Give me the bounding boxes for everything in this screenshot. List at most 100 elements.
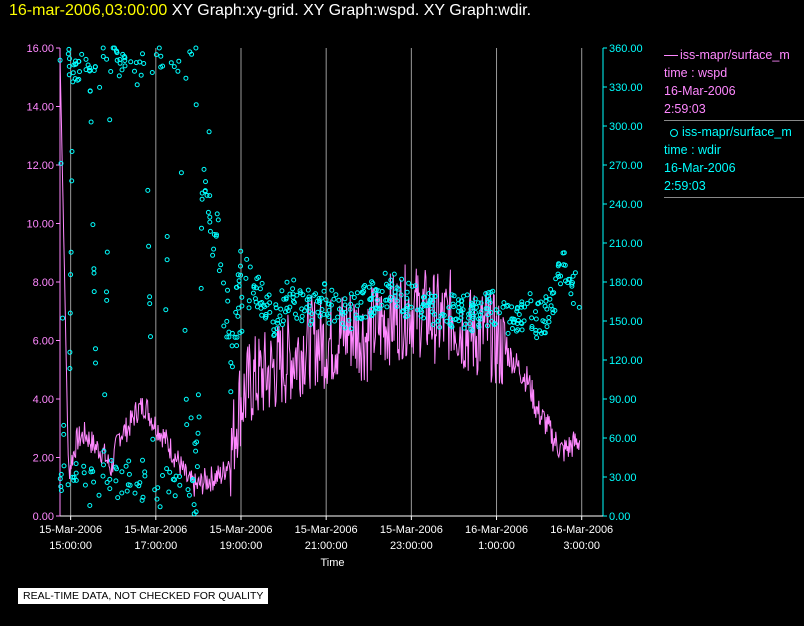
wdir-point (437, 324, 443, 330)
wdir-point (116, 73, 122, 79)
wdir-point (316, 298, 322, 304)
wdir-point (246, 305, 252, 311)
wdir-point (270, 319, 276, 325)
wdir-point (128, 59, 134, 65)
legend-wdir-date: 16-Mar-2006 (664, 161, 736, 175)
wdir-point (61, 431, 67, 437)
wdir-point (207, 214, 213, 220)
wdir-point (134, 82, 140, 88)
wdir-point (483, 306, 489, 312)
wdir-point (259, 312, 265, 318)
wdir-point (533, 330, 539, 336)
wdir-point (93, 360, 98, 366)
wdir-point (478, 309, 484, 315)
wdir-point (267, 309, 273, 315)
wdir-point (183, 396, 189, 402)
wdir-point (67, 366, 73, 371)
wdir-point (569, 283, 575, 289)
wdir-point (271, 327, 277, 333)
legend-divider (664, 197, 804, 198)
wdir-point (298, 290, 304, 296)
wdir-point (158, 53, 164, 59)
wdir-point (82, 482, 88, 488)
wdir-point (281, 296, 287, 302)
wdir-point (166, 489, 172, 495)
wdir-point (491, 322, 497, 327)
wdir-point (83, 56, 89, 62)
wdir-point (394, 285, 400, 291)
wdir-point (533, 316, 539, 322)
wdir-point (404, 295, 410, 301)
wdir-point (466, 315, 471, 321)
legend-wspd-date: 16-Mar-2006 (664, 84, 736, 98)
x-tick-time-4: 23:00:00 (390, 540, 433, 552)
wdir-point (403, 305, 409, 311)
wdir-point (183, 75, 189, 81)
wdir-point (405, 313, 411, 319)
wdir-point (316, 296, 322, 301)
wdir-point (570, 301, 576, 306)
wdir-point (369, 313, 375, 319)
wdir-point (309, 318, 315, 324)
wdir-point (383, 297, 389, 303)
wdir-point (496, 310, 502, 316)
wdir-point (489, 318, 495, 324)
wdir-point (237, 330, 243, 336)
wdir-point (205, 209, 211, 215)
wdir-point (262, 304, 267, 310)
wdir-point (321, 288, 327, 294)
wdir-point (238, 248, 244, 254)
y-left-tick-label-0: 0.00 (33, 511, 54, 523)
wdir-point (488, 310, 494, 315)
wdir-point (548, 303, 554, 309)
wdir-point (79, 51, 85, 57)
wdir-point (104, 297, 110, 303)
y-left-tick-label-5: 10.00 (26, 219, 54, 231)
wdir-point (109, 458, 114, 463)
wdir-point (505, 330, 511, 336)
wdir-point (388, 277, 394, 283)
wdir-point (319, 307, 325, 312)
wdir-point (317, 313, 323, 319)
wdir-point (447, 321, 453, 327)
wdir-point (485, 323, 490, 329)
wdir-point (117, 60, 123, 66)
wdir-point (384, 304, 390, 310)
wdir-point (326, 301, 331, 307)
y-left-tick-label-6: 12.00 (26, 160, 54, 172)
wdir-point (153, 52, 159, 58)
wdir-point (207, 228, 213, 234)
wdir-point (306, 296, 312, 302)
wdir-point (417, 307, 423, 313)
wdir-point (226, 329, 232, 335)
wdir-point (485, 298, 490, 304)
wdir-point (115, 495, 121, 501)
y-right-tick-label-4: 120.00 (609, 355, 643, 367)
wdir-point (104, 56, 110, 62)
wdir-point (458, 315, 464, 321)
wdir-point (450, 301, 456, 307)
wdir-point (199, 225, 204, 231)
wdir-point (214, 211, 220, 217)
wdir-point (67, 349, 73, 355)
wdir-point (60, 315, 66, 321)
wdir-point (193, 45, 199, 51)
wdir-point (96, 492, 102, 498)
wdir-point (456, 297, 461, 303)
wdir-point (88, 119, 94, 125)
wdir-point (214, 232, 219, 238)
wdir-point (283, 295, 289, 301)
x-tick-date-2: 15-Mar-2006 (210, 524, 273, 536)
wdir-point (549, 290, 555, 296)
wdir-point (470, 314, 476, 319)
wdir-point (324, 312, 330, 318)
wdir-point (203, 179, 208, 185)
legend-entry-wdir[interactable]: iss-mapr/surface_m time : wdir 16-Mar-20… (664, 123, 804, 200)
wdir-point (368, 306, 374, 312)
wdir-point (369, 279, 375, 285)
wdir-point (472, 309, 478, 315)
x-tick-date-1: 15-Mar-2006 (124, 524, 187, 536)
legend-entry-wspd[interactable]: iss-mapr/surface_m time : wspd 16-Mar-20… (664, 46, 804, 123)
wdir-point (273, 302, 279, 308)
wdir-point (193, 448, 199, 454)
